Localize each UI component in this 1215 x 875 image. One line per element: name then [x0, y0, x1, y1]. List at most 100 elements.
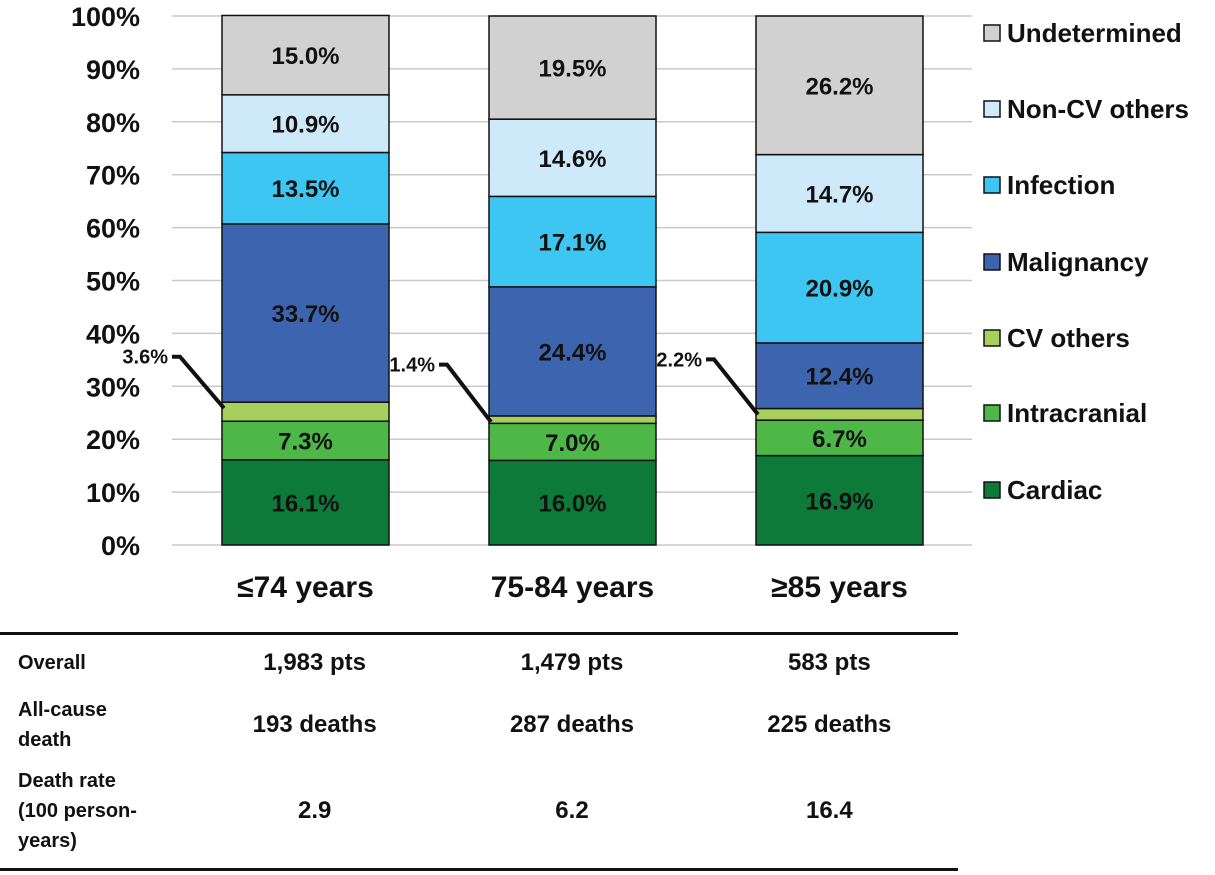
legend-label: Infection	[1007, 170, 1115, 200]
data-label: 12.4%	[805, 364, 873, 391]
y-tick-label: 10%	[86, 478, 140, 508]
legend-label: Intracranial	[1007, 398, 1147, 428]
bar-segment-cv-others	[221, 401, 390, 422]
legend-label: Cardiac	[1007, 475, 1102, 505]
data-label: 24.4%	[538, 339, 606, 366]
callout-leader-line	[172, 354, 226, 410]
legend-label: Undetermined	[1007, 18, 1182, 48]
legend-label: CV others	[1007, 323, 1130, 353]
bar-segment-malignancy	[488, 286, 657, 417]
callout-leader-line	[439, 362, 493, 424]
table-cell: 16.4	[805, 797, 853, 824]
bar-segment-non-cv-others	[488, 118, 657, 198]
data-label: 16.9%	[805, 488, 873, 515]
data-label: 33.7%	[271, 301, 339, 328]
row-header-line: All-cause	[18, 699, 107, 721]
bar-segment-cv-others	[755, 407, 924, 421]
bar-segment-infection	[221, 151, 390, 225]
bars: 16.1% 7.3% 3.6% 33.7% 13.5% 10.9% 15.0% 16.0% 7.…	[122, 14, 924, 546]
table-row: All-cause death 193 deaths 287 deaths 225 de…	[0, 692, 958, 758]
data-label: 16.1%	[271, 490, 339, 517]
legend-swatch	[983, 253, 1001, 271]
table-bottom-rule	[0, 868, 958, 871]
data-label: 26.2%	[805, 73, 873, 100]
data-label: 13.5%	[271, 176, 339, 203]
y-tick-label: 40%	[86, 319, 140, 349]
data-label: 17.1%	[538, 230, 606, 257]
row-header-line: (100 person-	[18, 800, 137, 822]
x-axis-category-labels: ≤74 years 75-84 years ≥85 years	[237, 571, 908, 604]
y-tick-label: 70%	[86, 161, 140, 191]
bar-segment-cv-others	[488, 415, 657, 425]
data-label: 3.6%	[122, 347, 168, 369]
y-tick-label: 30%	[86, 372, 140, 402]
table-top-rule	[0, 632, 958, 635]
table-cell: 287 deaths	[509, 711, 635, 738]
legend-swatch	[983, 404, 1001, 422]
table-cell: 6.2	[555, 797, 589, 824]
legend-item: Non-CV others	[983, 94, 1189, 124]
bar-segment-infection	[488, 195, 657, 288]
legend-item: Infection	[983, 170, 1115, 200]
table-row: Overall 1,983 pts 1,479 pts 583 pts	[0, 634, 958, 692]
data-label: 14.7%	[805, 181, 873, 208]
data-label: 10.9%	[271, 112, 339, 139]
table-cell: 2.9	[297, 797, 332, 824]
table-cell: 1,479 pts	[520, 649, 624, 676]
y-axis-tick-labels: 0% 10% 20% 30% 40% 50% 60% 70% 80% 90% 100%	[71, 2, 140, 561]
data-label: 19.5%	[538, 56, 606, 83]
bar-segment-malignancy	[755, 342, 924, 410]
data-label: 7.3%	[278, 429, 333, 456]
data-label: 2.2%	[656, 349, 702, 371]
legend-swatch	[983, 176, 1001, 194]
summary-table: Overall 1,983 pts 1,479 pts 583 pts All-caus…	[0, 634, 958, 864]
legend-swatch	[983, 329, 1001, 347]
bar-segment-cardiac	[221, 459, 390, 546]
row-header: All-cause death	[0, 692, 186, 758]
y-tick-label: 90%	[86, 55, 140, 85]
bar-segment-cardiac	[755, 454, 924, 546]
callout-leader-line	[706, 357, 760, 416]
data-label: 6.7%	[812, 426, 867, 453]
bar-segment-non-cv-others	[221, 94, 390, 154]
table-row: Death rate (100 person-years) 2.9 6.2 16.4	[0, 758, 958, 864]
bar-segment-undetermined	[221, 14, 390, 96]
x-category-label: ≥85 years	[771, 571, 908, 604]
data-label: 1.4%	[389, 355, 435, 377]
legend-swatch	[983, 100, 1001, 118]
legend-item: Undetermined	[983, 18, 1182, 48]
y-tick-label: 100%	[71, 2, 140, 32]
data-label: 14.6%	[538, 146, 606, 173]
bar-segment-malignancy	[221, 223, 390, 403]
y-tick-label: 80%	[86, 108, 140, 138]
data-label: 7.0%	[545, 430, 600, 457]
row-header-line: death	[18, 729, 72, 751]
bar-segment-infection	[755, 231, 924, 344]
legend-swatch	[983, 24, 1001, 42]
legend: Undetermined Non-CV others Infection Malign…	[983, 18, 1189, 505]
y-tick-label: 50%	[86, 267, 140, 297]
table-cell: 225 deaths	[767, 711, 892, 738]
legend-item: CV others	[983, 323, 1130, 353]
legend-item: Malignancy	[983, 247, 1149, 277]
y-tick-label: 60%	[86, 214, 140, 244]
data-label: 15.0%	[271, 43, 339, 70]
data-label: 20.9%	[805, 276, 873, 303]
bar-segment-undetermined	[755, 15, 924, 156]
table-cell: 193 deaths	[252, 711, 377, 738]
legend-item: Intracranial	[983, 398, 1147, 428]
bar-segment-non-cv-others	[755, 153, 924, 234]
row-header-line: Overall	[18, 652, 86, 674]
legend-label: Non-CV others	[1007, 94, 1189, 124]
row-header: Death rate (100 person-years)	[0, 758, 186, 864]
table-cell: 583 pts	[787, 649, 871, 676]
y-tick-label: 20%	[86, 425, 140, 455]
row-header: Overall	[0, 634, 186, 692]
stacked-bar-chart: 0% 10% 20% 30% 40% 50% 60% 70% 80% 90% 100% 16.1% 7…	[71, 2, 1189, 604]
bar-segment-undetermined	[488, 15, 657, 120]
legend-swatch	[983, 481, 1001, 499]
table-cell: 1,983 pts	[263, 649, 367, 676]
bar-segment-intracranial	[221, 420, 390, 461]
x-category-label: 75-84 years	[491, 571, 654, 604]
row-header-line: years)	[18, 830, 77, 852]
